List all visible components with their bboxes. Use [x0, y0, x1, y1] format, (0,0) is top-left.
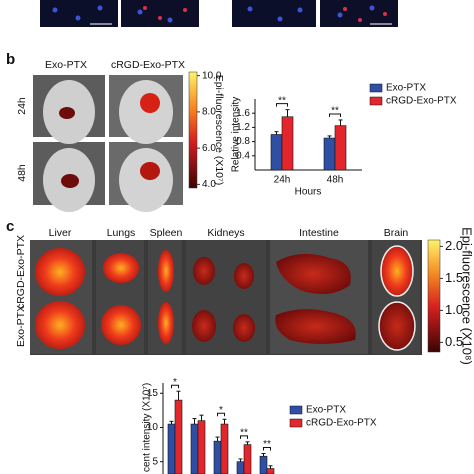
significance-bracket: [276, 103, 288, 107]
legend-swatch: [369, 96, 383, 106]
column-label: Spleen: [150, 227, 183, 239]
x-tick-label: 24h: [274, 175, 291, 186]
colorbar-tick-label: 6.0: [202, 143, 216, 154]
significance-bracket: [217, 412, 225, 417]
bar: [220, 423, 229, 474]
column-label: Kidneys: [207, 227, 244, 239]
y-tick-label: 0.8: [236, 136, 250, 147]
organ-images: [30, 240, 422, 355]
row-label: 48h: [16, 164, 28, 182]
mouse-images: [33, 75, 183, 212]
bar: [259, 455, 268, 474]
colorbar-tick-label: 2.0: [445, 238, 463, 253]
legend-swatch: [289, 405, 303, 415]
column-label: Brain: [384, 227, 409, 239]
column-label: Lungs: [107, 227, 136, 239]
y-tick-label: 15: [147, 388, 159, 399]
legend-label: cRGD-Exo-PTX: [386, 96, 457, 107]
colorbar-tick-label: 4.0: [202, 179, 216, 190]
colorbar-tick-label: 0.5: [445, 334, 463, 349]
row-label: Exo-PTX: [15, 305, 27, 347]
y-tick-label: 1.2: [236, 122, 250, 133]
legend-label: cRGD-Exo-PTX: [306, 418, 377, 429]
colorbar-tick-label: 1.5: [445, 270, 463, 285]
significance-label: **: [278, 95, 286, 106]
bar: [213, 440, 222, 474]
bar: [190, 423, 199, 474]
x-axis-label: Hours: [295, 187, 322, 198]
bar: [174, 399, 183, 474]
column-label: Liver: [49, 227, 72, 239]
legend-label: Exo-PTX: [306, 405, 346, 416]
significance-bracket: [240, 435, 248, 439]
significance-bracket: [171, 384, 179, 389]
colorbar-label: Epi-fluorescence (X10⁸): [460, 227, 474, 365]
legend-swatch: [369, 83, 383, 93]
colorbar: [188, 71, 198, 189]
x-tick-label: 48h: [327, 175, 344, 186]
significance-label: *: [219, 405, 223, 416]
legend-swatch: [289, 418, 303, 428]
significance-label: **: [263, 439, 271, 450]
y-tick-label: 5: [152, 456, 158, 467]
bar: [323, 137, 336, 171]
bar: [236, 461, 245, 474]
colorbar-tick-label: 10.0: [202, 70, 222, 81]
significance-label: **: [240, 427, 248, 438]
panel-label: c: [6, 218, 14, 235]
colorbar-tick-label: 1.0: [445, 302, 463, 317]
significance-label: **: [331, 106, 339, 117]
y-tick-label: 1.6: [236, 108, 250, 119]
microscopy-strip: [40, 0, 398, 27]
bar: [334, 125, 347, 171]
colorbar: [427, 239, 441, 353]
column-label: Intestine: [299, 227, 339, 239]
significance-bracket: [263, 446, 271, 451]
significance-label: *: [173, 377, 177, 388]
bar: [266, 468, 275, 474]
colorbar-tick-label: 8.0: [202, 107, 216, 118]
bar: [270, 134, 283, 171]
y-axis-label: Relative intensity: [231, 97, 242, 173]
row-label: 24h: [16, 97, 28, 115]
bar: [197, 420, 206, 474]
colorbar-label: Epi-fluorescence (X10⁷): [213, 75, 225, 186]
y-axis-label: cent intensity (X10⁷): [142, 383, 153, 472]
bar: [243, 444, 252, 474]
significance-bracket: [329, 113, 341, 117]
row-label: cRGD-Exo-PTX: [15, 235, 27, 309]
panel-label: b: [6, 51, 15, 68]
legend-label: Exo-PTX: [386, 83, 426, 94]
bar: [281, 116, 294, 171]
bar: [167, 423, 176, 474]
column-label: Exo-PTX: [45, 59, 87, 71]
column-label: cRGD-Exo-PTX: [111, 59, 185, 71]
y-tick-label: 10: [147, 422, 159, 433]
y-tick-label: 0.4: [236, 150, 250, 161]
